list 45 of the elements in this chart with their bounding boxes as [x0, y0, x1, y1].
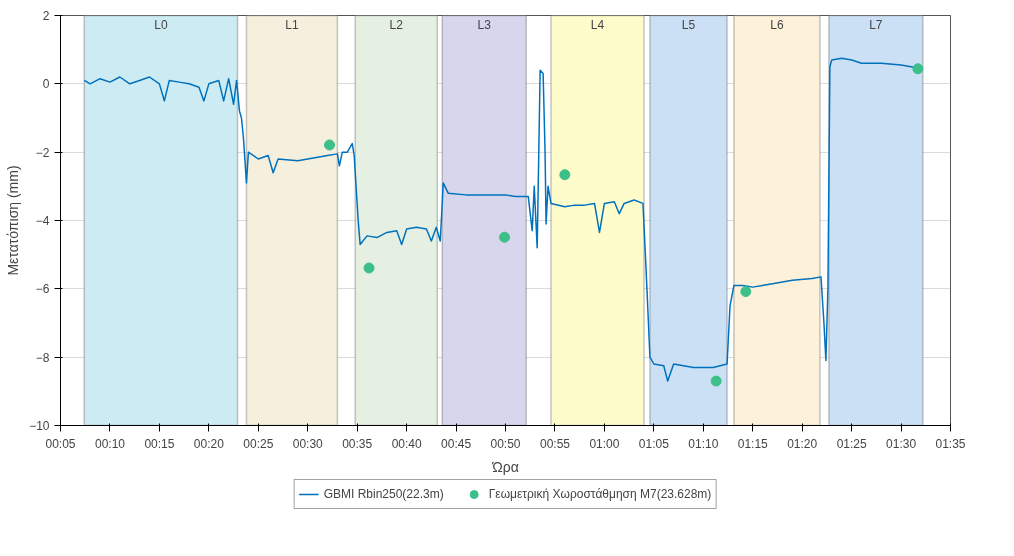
x-tick-label: 00:20	[193, 436, 225, 451]
x-tick-label: 00:25	[243, 436, 274, 451]
x-tick-label: 00:50	[490, 436, 521, 451]
band-label: L2	[389, 17, 404, 32]
x-tick-label: 01:20	[787, 436, 818, 451]
x-tick-label: 00:40	[391, 436, 422, 451]
x-tick-label: 01:30	[886, 436, 917, 451]
x-tick-label: 01:35	[935, 436, 966, 451]
x-tick-label: 01:15	[737, 436, 769, 451]
x-tick-label: 00:10	[94, 436, 126, 451]
y-tick-label: −4	[35, 214, 50, 228]
x-tick-label: 00:30	[292, 436, 324, 451]
band-label: L6	[770, 17, 784, 32]
band-label: L1	[285, 17, 299, 32]
x-tick-label: 00:05	[45, 436, 76, 451]
point	[559, 169, 571, 181]
y-tick-label: 0	[42, 77, 50, 92]
x-tick-label: 00:45	[441, 436, 472, 451]
y-tick-label: −10	[29, 419, 50, 433]
band-label: L0	[154, 17, 168, 32]
point	[710, 375, 722, 387]
x-axis-title: Ώρα	[491, 458, 519, 475]
x-tick-label: 00:15	[144, 436, 175, 451]
point	[363, 262, 375, 274]
legend-label: GBMI Rbin250(22.3m)	[323, 487, 444, 501]
point	[499, 231, 511, 243]
y-tick-label: −6	[35, 282, 50, 297]
x-tick-label: 01:00	[589, 436, 620, 451]
x-tick-label: 01:05	[638, 436, 670, 451]
x-tick-label: 00:35	[342, 436, 373, 451]
y-tick-label: −2	[35, 145, 50, 160]
point	[324, 139, 336, 151]
band-label: L5	[681, 17, 696, 32]
x-tick-label: 00:55	[539, 436, 571, 451]
point	[740, 286, 752, 298]
y-tick-label: 2	[42, 9, 50, 23]
y-tick-label: −8	[35, 350, 50, 365]
point	[912, 63, 924, 75]
x-tick-label: 01:10	[688, 436, 719, 451]
band-label: L4	[590, 17, 605, 32]
x-tick-label: 01:25	[836, 436, 867, 451]
y-axis-title: Μετατόπιση (mm)	[5, 165, 22, 276]
band-label: L7	[869, 17, 883, 32]
legend-label: Γεωμετρική Χωροστάθμηση M7(23.628m)	[488, 487, 712, 501]
band-label: L3	[477, 17, 492, 32]
